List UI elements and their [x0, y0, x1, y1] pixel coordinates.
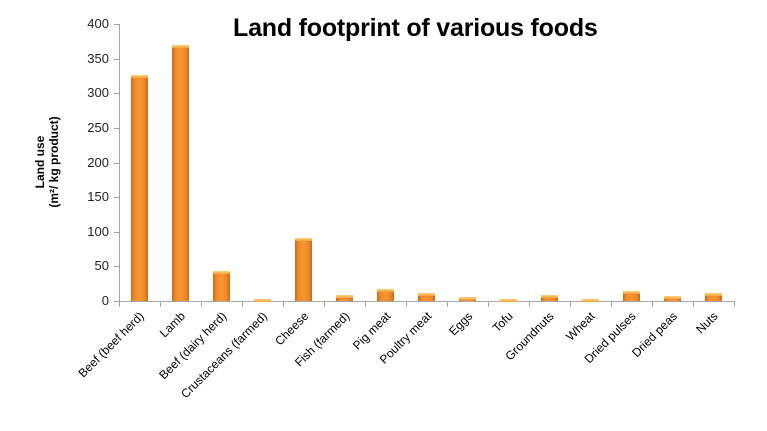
- bar: [582, 299, 599, 302]
- y-tick-label: 400: [87, 16, 109, 31]
- bar: [295, 238, 312, 301]
- y-tick: [114, 301, 119, 302]
- bar: [500, 299, 517, 302]
- bar: [664, 296, 681, 301]
- x-tick-label: Wheat: [563, 309, 598, 344]
- x-tick: [242, 301, 243, 307]
- y-axis-line: [119, 24, 120, 302]
- y-tick: [114, 93, 119, 94]
- bar: [459, 297, 476, 301]
- x-tick: [365, 301, 366, 307]
- y-tick-label: 250: [87, 120, 109, 135]
- y-tick-label: 300: [87, 85, 109, 100]
- y-tick: [114, 128, 119, 129]
- y-tick-label: 350: [87, 51, 109, 66]
- bar: [418, 293, 435, 301]
- y-tick-label: 0: [101, 293, 109, 308]
- x-tick: [201, 301, 202, 307]
- y-tick-label: 50: [94, 258, 109, 273]
- x-tick: [570, 301, 571, 307]
- y-tick-label: 200: [87, 155, 109, 170]
- x-tick: [119, 301, 120, 307]
- x-tick-label: Tofu: [489, 309, 516, 335]
- bar: [336, 295, 353, 301]
- bar: [705, 293, 722, 301]
- y-tick: [114, 232, 119, 233]
- x-tick: [160, 301, 161, 307]
- y-tick: [114, 24, 119, 25]
- y-tick-label: 100: [87, 224, 109, 239]
- x-tick-label: Lamb: [156, 309, 188, 341]
- x-tick-label: Beef (beef herd): [75, 309, 147, 381]
- y-tick: [114, 59, 119, 60]
- bar: [541, 295, 558, 301]
- bar: [131, 75, 148, 301]
- y-tick: [114, 266, 119, 267]
- x-tick-label: Eggs: [446, 309, 476, 339]
- y-tick-label: 150: [87, 189, 109, 204]
- x-tick: [447, 301, 448, 307]
- bar: [623, 291, 640, 301]
- x-tick: [324, 301, 325, 307]
- x-tick-label: Nuts: [693, 309, 721, 337]
- x-axis-line: [119, 301, 735, 302]
- x-tick: [693, 301, 694, 307]
- x-tick: [529, 301, 530, 307]
- y-tick: [114, 163, 119, 164]
- x-tick: [406, 301, 407, 307]
- x-tick: [283, 301, 284, 307]
- x-tick: [488, 301, 489, 307]
- x-tick: [611, 301, 612, 307]
- bar: [254, 299, 271, 302]
- chart-title: Land footprint of various foods: [233, 14, 598, 42]
- x-tick: [652, 301, 653, 307]
- bar: [213, 271, 230, 301]
- x-tick: [734, 301, 735, 307]
- y-tick: [114, 197, 119, 198]
- bar: [172, 45, 189, 301]
- bar: [377, 289, 394, 301]
- x-tick-label: Cheese: [272, 309, 312, 349]
